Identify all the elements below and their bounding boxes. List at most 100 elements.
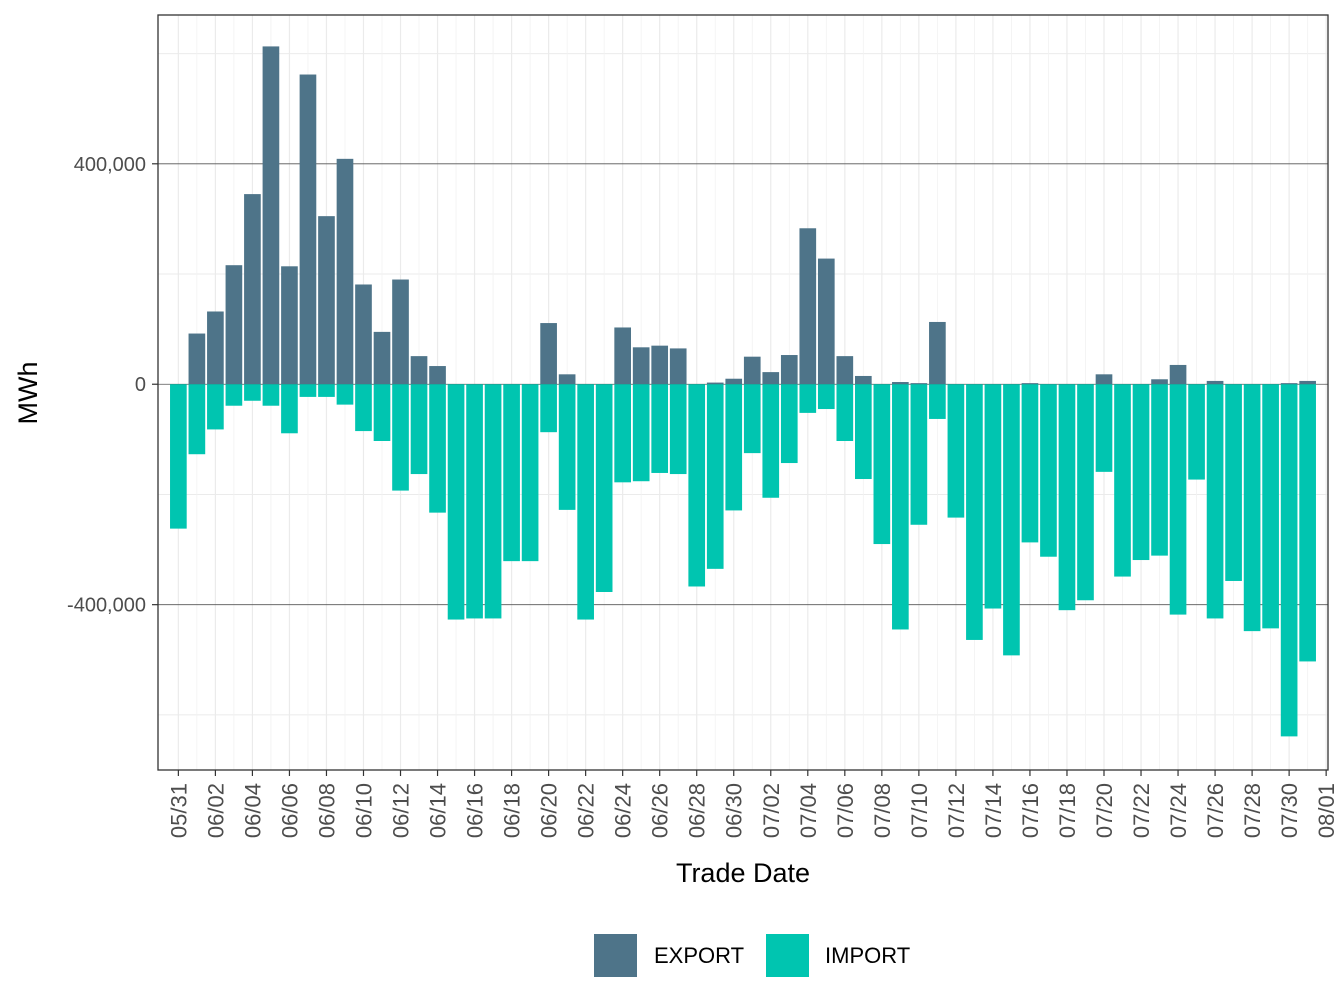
x-tick-label: 06/26 xyxy=(648,783,673,838)
bar-export xyxy=(1206,380,1224,385)
y-axis-title: MWh xyxy=(13,362,43,425)
bar-import xyxy=(743,384,761,454)
bar-import xyxy=(873,384,891,545)
bar-export xyxy=(410,356,428,385)
bar-import xyxy=(706,384,724,569)
bar-import xyxy=(558,384,576,510)
x-tick-label: 07/14 xyxy=(981,783,1006,838)
bar-import xyxy=(1003,384,1020,656)
x-tick-label: 06/22 xyxy=(574,783,599,838)
bar-export xyxy=(225,265,243,385)
bar-export xyxy=(281,266,298,385)
bar-export xyxy=(725,378,743,385)
bar-import xyxy=(1040,384,1057,557)
bar-export xyxy=(373,331,391,385)
bar-export xyxy=(1151,379,1168,385)
bar-import xyxy=(1280,384,1298,737)
bar-import xyxy=(225,384,243,406)
bar-import xyxy=(669,384,687,475)
bar-export xyxy=(299,74,317,385)
y-tick-label: -400,000 xyxy=(67,595,146,617)
plot-border xyxy=(157,14,1329,771)
x-tick-label: 07/08 xyxy=(870,783,895,838)
bar-import xyxy=(1262,384,1279,629)
bar-import xyxy=(836,384,854,441)
x-tick-label: 06/28 xyxy=(685,783,710,838)
bar-export xyxy=(558,374,576,385)
x-tick-label: 07/06 xyxy=(833,783,858,838)
x-tick-label: 06/04 xyxy=(240,783,265,838)
x-tick-label: 07/26 xyxy=(1203,783,1228,838)
bar-import xyxy=(466,384,483,619)
legend-swatch-export xyxy=(594,934,637,977)
x-tick-label: 08/01 xyxy=(1314,783,1339,838)
bar-export xyxy=(836,356,854,385)
bar-import xyxy=(410,384,428,475)
bar-export xyxy=(669,348,687,385)
bar-import xyxy=(188,384,206,455)
bar-export xyxy=(706,382,724,385)
bar-export xyxy=(651,345,669,385)
bar-export xyxy=(910,383,928,385)
x-tick-label: 06/18 xyxy=(500,783,525,838)
legend-label-import: IMPORT xyxy=(825,943,910,968)
bar-import xyxy=(484,384,502,619)
bar-import xyxy=(910,384,928,525)
x-tick-label: 07/04 xyxy=(796,783,821,838)
bar-import xyxy=(966,384,983,640)
bar-export xyxy=(632,347,650,385)
bar-import xyxy=(855,384,872,480)
bar-import xyxy=(817,384,835,410)
bar-import xyxy=(262,384,280,406)
bar-import xyxy=(1169,384,1187,615)
bar-import xyxy=(688,384,706,587)
x-tick-label: 07/12 xyxy=(944,783,969,838)
bar-import xyxy=(207,384,224,430)
x-tick-label: 06/02 xyxy=(203,783,228,838)
bar-import xyxy=(355,384,372,432)
bar-import xyxy=(1077,384,1094,601)
bar-export xyxy=(892,382,909,385)
bar-import xyxy=(447,384,465,620)
y-axis-ticks: -400,000 0 400,000 xyxy=(67,154,158,617)
x-tick-label: 06/06 xyxy=(277,783,302,838)
bar-export xyxy=(1299,380,1316,385)
bar-import xyxy=(577,384,594,620)
bar-export xyxy=(429,366,446,385)
x-axis-ticks: 05/31 06/02 06/04 06/06 06/08 06/10 06/12 06/14… xyxy=(166,770,1339,838)
y-tick-label: 400,000 xyxy=(74,154,146,176)
x-tick-label: 06/16 xyxy=(463,783,488,838)
bar-export xyxy=(743,356,761,385)
legend-swatch-import xyxy=(766,934,809,977)
bar-export xyxy=(1021,383,1039,385)
x-tick-label: 07/24 xyxy=(1166,783,1191,838)
bar-export xyxy=(929,321,946,385)
bar-export xyxy=(318,216,335,385)
bar-export xyxy=(817,258,835,385)
bar-import xyxy=(1206,384,1224,619)
bar-export xyxy=(762,372,780,385)
x-tick-label: 07/22 xyxy=(1129,783,1154,838)
x-tick-label: 07/20 xyxy=(1092,783,1117,838)
x-tick-label: 06/08 xyxy=(314,783,339,838)
bar-export xyxy=(1169,364,1187,385)
bar-import xyxy=(170,384,187,529)
bar-export xyxy=(207,311,224,385)
x-tick-label: 07/28 xyxy=(1240,783,1265,838)
bar-import xyxy=(318,384,335,397)
bar-import xyxy=(651,384,669,473)
bar-export xyxy=(1280,383,1298,385)
bar-export xyxy=(614,327,631,385)
bar-import xyxy=(244,384,261,401)
x-tick-label: 06/24 xyxy=(611,783,636,838)
x-tick-label: 07/16 xyxy=(1018,783,1043,838)
x-tick-label: 06/10 xyxy=(351,783,376,838)
bar-import xyxy=(1299,384,1316,662)
bar-export xyxy=(262,46,280,385)
bar-export xyxy=(799,228,817,385)
bar-import xyxy=(892,384,909,630)
bar-import xyxy=(521,384,539,562)
bar-import xyxy=(1058,384,1076,611)
bar-import xyxy=(281,384,298,434)
